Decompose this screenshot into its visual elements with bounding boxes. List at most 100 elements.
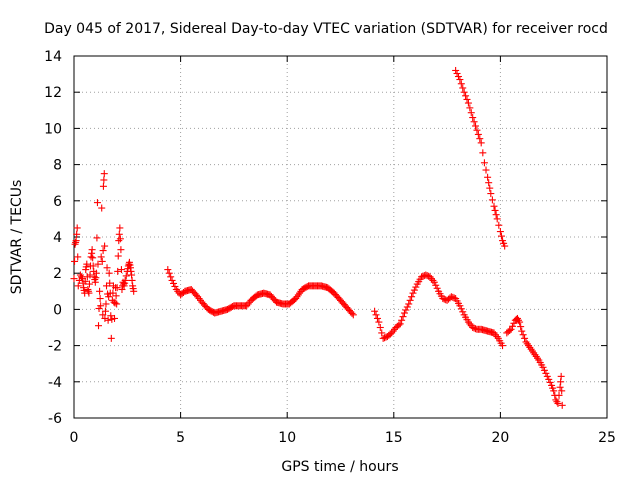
- data-point: [115, 237, 123, 245]
- data-point-fill: [167, 273, 175, 281]
- data-point-fill: [508, 322, 516, 330]
- data-point: [73, 224, 81, 232]
- data-point-fill: [546, 378, 554, 386]
- data-point-fill: [73, 230, 81, 238]
- y-tick-label: 14: [44, 49, 62, 65]
- y-tick-label: 10: [44, 121, 62, 137]
- data-point: [430, 278, 438, 286]
- data-point: [557, 372, 565, 380]
- data-point-fill: [453, 69, 461, 77]
- data-point-fill: [463, 95, 471, 103]
- data-point-fill: [459, 84, 467, 92]
- axis-ticks: [73, 55, 608, 419]
- data-point: [518, 327, 526, 335]
- data-point: [400, 309, 408, 317]
- data-point-fill: [472, 122, 480, 130]
- data-point-fill: [474, 130, 482, 138]
- data-point-fill: [462, 92, 470, 100]
- data-point-fill: [94, 260, 102, 268]
- data-point-fill: [403, 303, 411, 311]
- data-point-fill: [117, 266, 125, 274]
- y-tick-label: 2: [53, 266, 62, 282]
- data-point: [104, 316, 112, 324]
- data-point: [473, 126, 481, 134]
- x-tick-label: 5: [176, 430, 185, 446]
- data-point: [102, 300, 110, 308]
- data-point-fill: [454, 73, 462, 81]
- data-point-fill: [492, 211, 500, 219]
- data-point-fill: [408, 293, 416, 301]
- data-point: [480, 159, 488, 167]
- y-tick-label: -6: [48, 411, 62, 427]
- data-point: [103, 264, 111, 272]
- series-seg2: [164, 266, 357, 319]
- data-point: [460, 88, 468, 96]
- data-point-fill: [81, 277, 89, 285]
- data-point: [477, 139, 485, 147]
- data-point: [117, 246, 125, 254]
- data-point: [396, 320, 404, 328]
- data-point: [121, 276, 129, 284]
- data-point: [469, 114, 477, 122]
- data-point: [93, 199, 101, 207]
- data-point: [83, 260, 91, 268]
- data-point: [86, 271, 94, 279]
- data-point: [405, 300, 413, 308]
- data-point-fill: [89, 254, 97, 262]
- data-point-fill: [406, 296, 414, 304]
- data-point: [74, 282, 82, 290]
- data-point-fill: [495, 221, 503, 229]
- data-point: [452, 66, 460, 74]
- data-points: [70, 66, 566, 409]
- data-point-fill: [459, 308, 467, 316]
- data-point-fill: [482, 166, 490, 174]
- data-point: [100, 170, 108, 178]
- y-tick-label: -4: [48, 375, 62, 391]
- data-point-fill: [100, 176, 108, 184]
- data-point: [409, 289, 417, 297]
- data-point-fill: [457, 80, 465, 88]
- data-point-fill: [171, 282, 179, 290]
- data-point-fill: [553, 398, 561, 406]
- series-seg5: [503, 314, 566, 409]
- data-point: [550, 387, 558, 395]
- data-point-fill: [112, 292, 120, 300]
- data-point: [88, 246, 96, 254]
- data-point: [105, 269, 113, 277]
- data-point-fill: [479, 149, 487, 157]
- data-point-fill: [497, 232, 505, 240]
- data-point: [168, 276, 176, 284]
- data-point-fill: [412, 283, 420, 291]
- series-seg3: [371, 271, 507, 350]
- data-point-fill: [558, 387, 566, 395]
- data-point-fill: [106, 279, 114, 287]
- data-point-fill: [372, 311, 380, 319]
- data-point: [70, 275, 78, 283]
- data-point: [371, 307, 379, 315]
- data-point: [543, 372, 551, 380]
- data-point-fill: [93, 234, 101, 242]
- data-point: [496, 228, 504, 236]
- data-point: [111, 314, 119, 322]
- data-point: [113, 300, 121, 308]
- data-point-fill: [74, 253, 82, 261]
- data-point-fill: [114, 252, 122, 260]
- data-point-fill: [378, 329, 386, 337]
- data-point: [85, 289, 93, 297]
- data-point-fill: [540, 366, 548, 374]
- data-point: [456, 76, 464, 84]
- data-point: [98, 204, 106, 212]
- data-point-fill: [402, 306, 410, 314]
- data-point: [464, 99, 472, 107]
- data-point-fill: [107, 312, 115, 320]
- data-point-fill: [521, 334, 529, 342]
- y-tick-label: 0: [53, 302, 62, 318]
- y-tick-label: 8: [53, 158, 62, 174]
- y-tick-label: 12: [44, 85, 62, 101]
- data-point: [558, 401, 566, 409]
- data-point: [539, 363, 547, 371]
- data-point: [97, 302, 105, 310]
- y-axis-label: SDTVAR / TECUs: [9, 180, 25, 295]
- data-point: [501, 242, 509, 250]
- x-tick-label: 15: [385, 430, 403, 446]
